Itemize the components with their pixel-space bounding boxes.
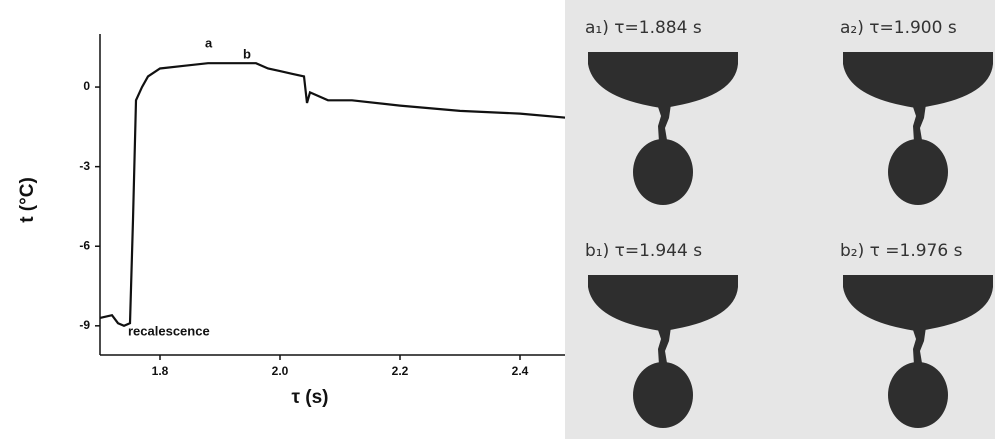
x-tick-label: 2.2 xyxy=(392,364,409,378)
y-tick-label: -3 xyxy=(79,159,90,173)
droplet xyxy=(633,362,693,428)
droplet-neck xyxy=(912,104,926,142)
droplet-neck xyxy=(912,327,926,365)
droplet xyxy=(888,139,948,205)
y-axis-label: t (°C) xyxy=(17,177,38,223)
x-tick-label: 2.0 xyxy=(272,364,289,378)
droplet-holder xyxy=(588,52,738,108)
annotation: b xyxy=(243,46,251,61)
photo-panel: b₁) τ=1.944 s xyxy=(585,241,738,428)
y-tick-label: 0 xyxy=(83,79,90,93)
x-tick-label: 2.4 xyxy=(512,364,529,378)
photo-panel: b₂) τ =1.976 s xyxy=(840,241,993,428)
panel-label: a₁) τ=1.884 s xyxy=(585,18,702,38)
droplet xyxy=(633,139,693,205)
y-tick-label: -9 xyxy=(79,318,90,332)
photo-panels: a₁) τ=1.884 s a₂) τ=1.900 s b₁) τ=1.944 s b… xyxy=(585,18,993,428)
annotation: a xyxy=(205,35,213,50)
annotation: recalescence xyxy=(128,323,210,338)
droplet-neck xyxy=(657,104,671,142)
panel-label: b₁) τ=1.944 s xyxy=(585,241,702,261)
x-axis-label: τ (s) xyxy=(292,387,329,408)
x-tick-label: 1.8 xyxy=(152,364,169,378)
droplet-holder xyxy=(843,52,993,108)
droplet xyxy=(888,362,948,428)
y-tick-label: -6 xyxy=(79,238,90,252)
droplet-holder xyxy=(588,275,738,331)
panel-label: a₂) τ=1.900 s xyxy=(840,18,957,38)
droplet-holder xyxy=(843,275,993,331)
photo-panel: a₁) τ=1.884 s xyxy=(585,18,738,205)
panel-label: b₂) τ =1.976 s xyxy=(840,241,963,261)
photo-panel: a₂) τ=1.900 s xyxy=(840,18,993,205)
droplet-neck xyxy=(657,327,671,365)
